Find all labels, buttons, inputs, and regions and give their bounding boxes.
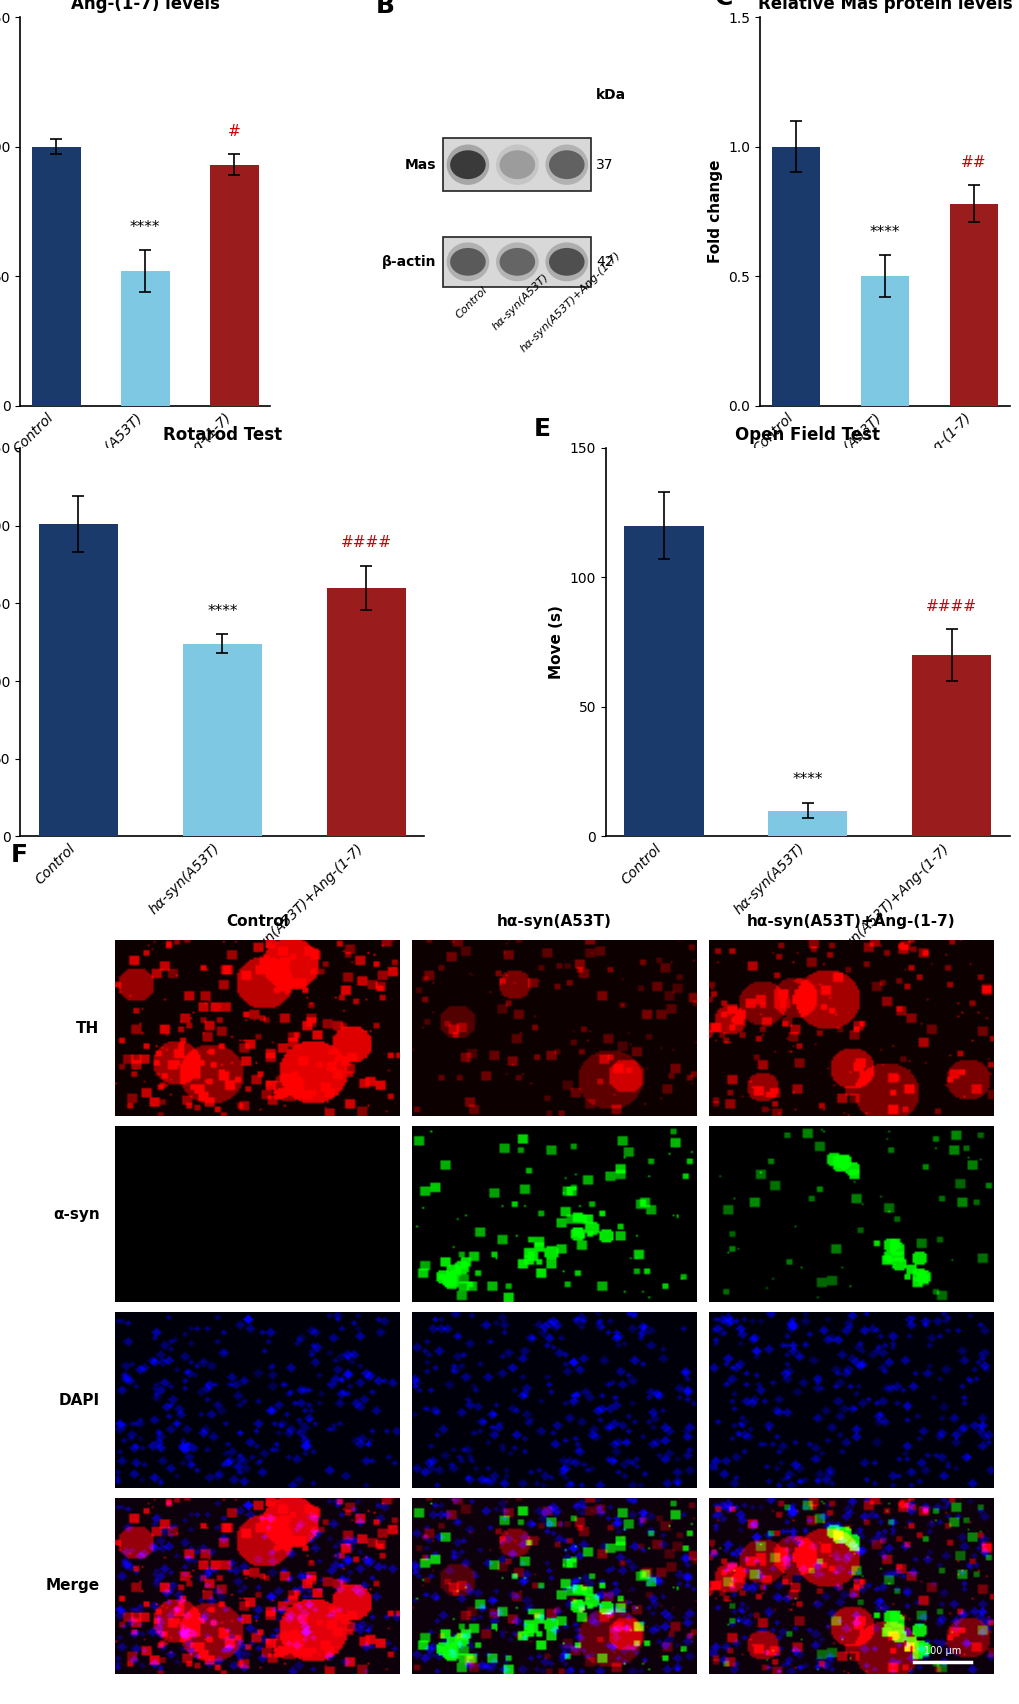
Ellipse shape (449, 249, 485, 276)
Text: Control: Control (453, 285, 489, 320)
Text: 42: 42 (595, 256, 612, 269)
Text: ****: **** (792, 772, 822, 787)
Title: Relative Mas protein levels: Relative Mas protein levels (757, 0, 1011, 12)
Y-axis label: Move (s): Move (s) (549, 605, 564, 680)
Ellipse shape (495, 242, 538, 281)
Ellipse shape (446, 145, 489, 186)
Text: ****: **** (207, 603, 237, 619)
Text: Control: Control (226, 913, 289, 929)
FancyBboxPatch shape (443, 237, 591, 286)
Text: E: E (533, 417, 549, 441)
Text: ##: ## (960, 155, 985, 170)
Title: Open Field Test: Open Field Test (735, 426, 879, 443)
Bar (624, 525, 703, 837)
Text: ####: #### (340, 535, 391, 550)
Text: β-actin: β-actin (381, 256, 436, 269)
Ellipse shape (446, 242, 489, 281)
Text: 37: 37 (595, 158, 612, 172)
Text: hα-syn(A53T)+Ang-(1-7): hα-syn(A53T)+Ang-(1-7) (518, 250, 622, 354)
Text: B: B (375, 0, 394, 17)
Text: ****: **** (129, 220, 160, 235)
Text: F: F (10, 842, 28, 867)
Text: Merge: Merge (46, 1578, 100, 1593)
Text: 100 μm: 100 μm (923, 1646, 960, 1656)
Text: hα-syn(A53T)+Ang-(1-7): hα-syn(A53T)+Ang-(1-7) (747, 913, 955, 929)
Text: TH: TH (76, 1021, 100, 1036)
Text: α-syn: α-syn (53, 1206, 100, 1222)
Bar (210, 165, 259, 406)
Ellipse shape (548, 249, 584, 276)
Title: Ang-(1-7) levels: Ang-(1-7) levels (70, 0, 219, 12)
Ellipse shape (495, 145, 538, 186)
FancyBboxPatch shape (443, 138, 591, 191)
Ellipse shape (449, 150, 485, 179)
Bar (120, 271, 169, 406)
Title: Rotarod Test: Rotarod Test (163, 426, 281, 443)
Text: DAPI: DAPI (58, 1392, 100, 1408)
Ellipse shape (545, 145, 588, 186)
Bar (860, 276, 909, 406)
Bar (39, 525, 118, 837)
Text: kDa: kDa (595, 87, 626, 102)
Bar (326, 588, 406, 837)
Ellipse shape (548, 150, 584, 179)
Text: #: # (227, 124, 240, 138)
Bar (182, 644, 262, 837)
Bar (32, 147, 81, 406)
Ellipse shape (499, 150, 535, 179)
Text: hα-syn(A53T): hα-syn(A53T) (496, 913, 611, 929)
Ellipse shape (545, 242, 588, 281)
Bar (767, 811, 847, 837)
Text: hα-syn(A53T): hα-syn(A53T) (490, 273, 550, 332)
Text: ####: #### (925, 598, 976, 613)
Ellipse shape (499, 249, 535, 276)
Text: Mas: Mas (405, 158, 436, 172)
Y-axis label: Fold change: Fold change (707, 160, 722, 262)
Text: C: C (714, 0, 733, 10)
Text: ****: **** (869, 225, 900, 240)
Bar (911, 654, 990, 837)
Bar (770, 147, 819, 406)
Bar (949, 203, 998, 406)
